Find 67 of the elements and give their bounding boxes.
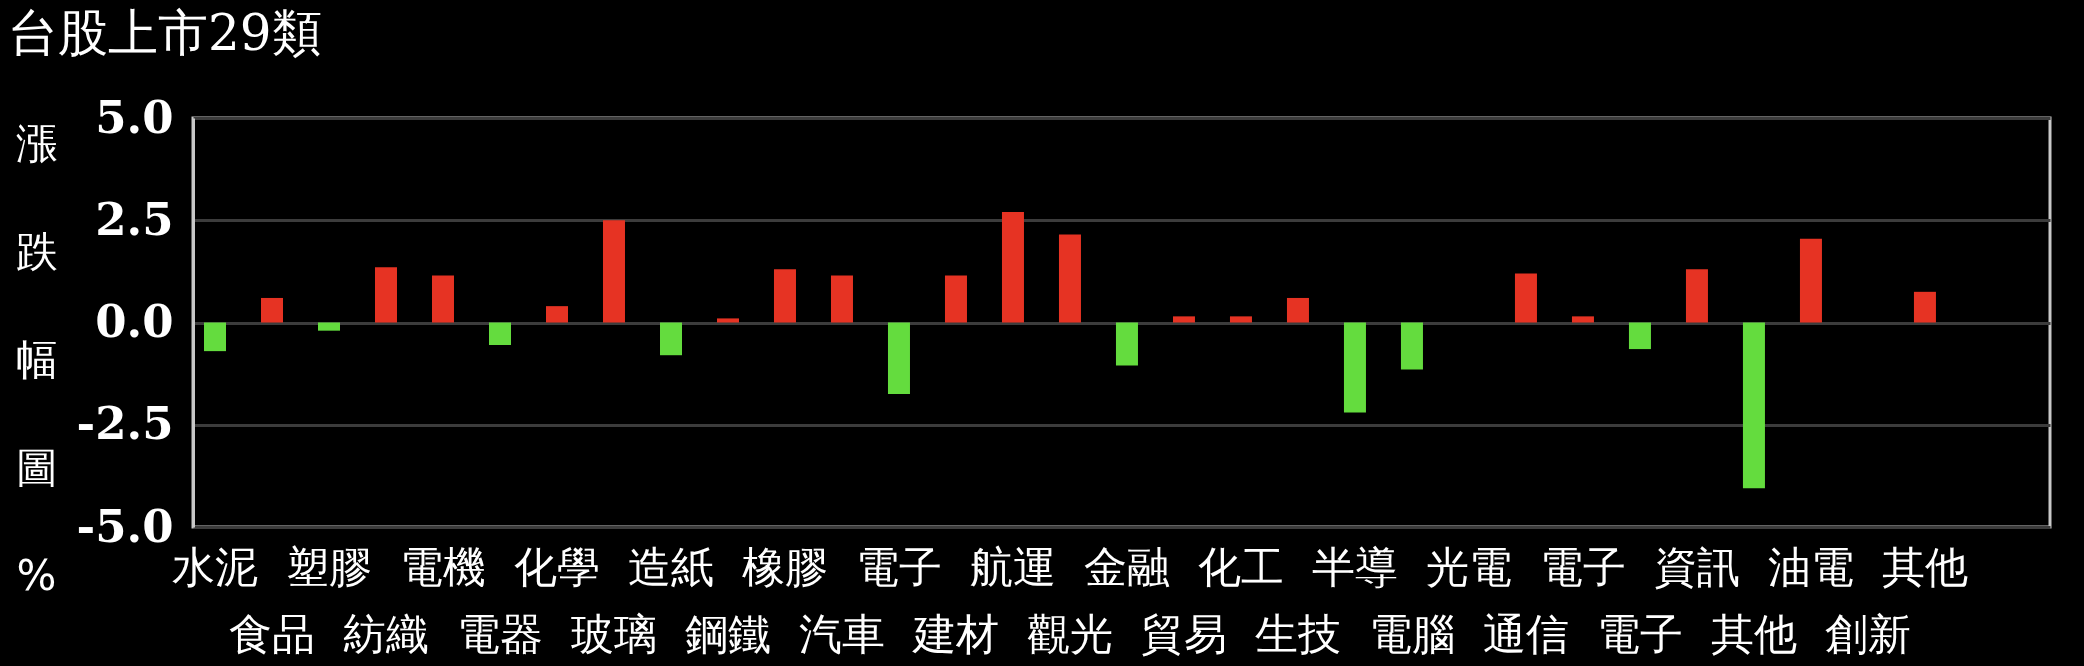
x-tick-label: 航運 (969, 541, 1056, 592)
x-tick-label: 電腦 (1368, 608, 1455, 659)
x-tick-label: 電器 (456, 608, 543, 659)
bar (1742, 322, 1765, 489)
bar (716, 318, 739, 323)
x-tick-label: 建材 (911, 608, 999, 659)
bar (1628, 322, 1651, 350)
x-tick-label: 紡織 (343, 608, 429, 659)
bar (830, 275, 853, 323)
bar (659, 322, 682, 356)
x-tick-label: 觀光 (1026, 608, 1113, 659)
y-tick-label: -5.0 (76, 499, 174, 553)
bar (1685, 269, 1708, 323)
x-tick-label: 其他 (1881, 541, 1968, 592)
x-tick-label: 資訊 (1653, 541, 1740, 592)
bar (887, 322, 910, 395)
bar (1172, 316, 1195, 323)
bar (1343, 322, 1366, 413)
x-tick-label: 電子 (855, 541, 942, 592)
x-tick-label: 造紙 (627, 541, 714, 592)
x-tick-label: 化學 (513, 541, 600, 592)
x-tick-label: 電子 (1596, 608, 1683, 659)
bar (1514, 273, 1537, 323)
bar (944, 275, 967, 323)
x-tick-label: 化工 (1197, 541, 1284, 592)
x-tick-label: 光電 (1425, 541, 1512, 592)
y-tick-label: 0.0 (95, 295, 174, 348)
x-tick-label: 橡膠 (741, 541, 828, 592)
bar (1229, 316, 1252, 323)
y-tick-label: 5.0 (95, 90, 174, 144)
x-tick-label: 汽車 (798, 608, 885, 659)
bar (375, 267, 397, 323)
bar (1001, 212, 1024, 323)
y-tick-label: 2.5 (95, 192, 174, 246)
bar (204, 322, 226, 352)
bar (431, 275, 454, 323)
bar (602, 220, 625, 323)
x-tick-label: 金融 (1083, 541, 1170, 592)
x-tick-label: 通信 (1482, 608, 1569, 659)
bar (1115, 322, 1138, 366)
bar (773, 269, 796, 323)
bar (1799, 238, 1822, 323)
x-tick-label: 電子 (1539, 541, 1626, 592)
x-tick-label: 生技 (1254, 608, 1341, 659)
bar (488, 322, 511, 345)
bar (261, 297, 283, 323)
x-tick-label: 其他 (1710, 608, 1797, 659)
x-tick-label: 塑膠 (286, 541, 372, 592)
x-tick-label: 鋼鐵 (684, 608, 771, 659)
bar (1286, 297, 1309, 323)
bar (1400, 322, 1423, 370)
bar (545, 306, 568, 323)
x-tick-label: 油電 (1767, 541, 1854, 592)
x-tick-label: 水泥 (172, 541, 258, 592)
x-tick-label: 貿易 (1140, 608, 1227, 659)
x-tick-label: 電機 (399, 541, 486, 592)
bar (1571, 316, 1594, 323)
x-tick-label: 食品 (229, 608, 315, 659)
chart-title: 台股上市29類 (8, 4, 322, 62)
x-tick-label: 創新 (1824, 608, 1911, 659)
bar (1913, 291, 1936, 323)
y-tick-label: -2.5 (76, 397, 174, 451)
text: 漲跌幅圖% (15, 118, 58, 600)
x-tick-label: 玻璃 (570, 608, 657, 659)
x-tick-label: 半導 (1311, 541, 1398, 592)
bar (1058, 234, 1081, 323)
bar (318, 322, 340, 331)
